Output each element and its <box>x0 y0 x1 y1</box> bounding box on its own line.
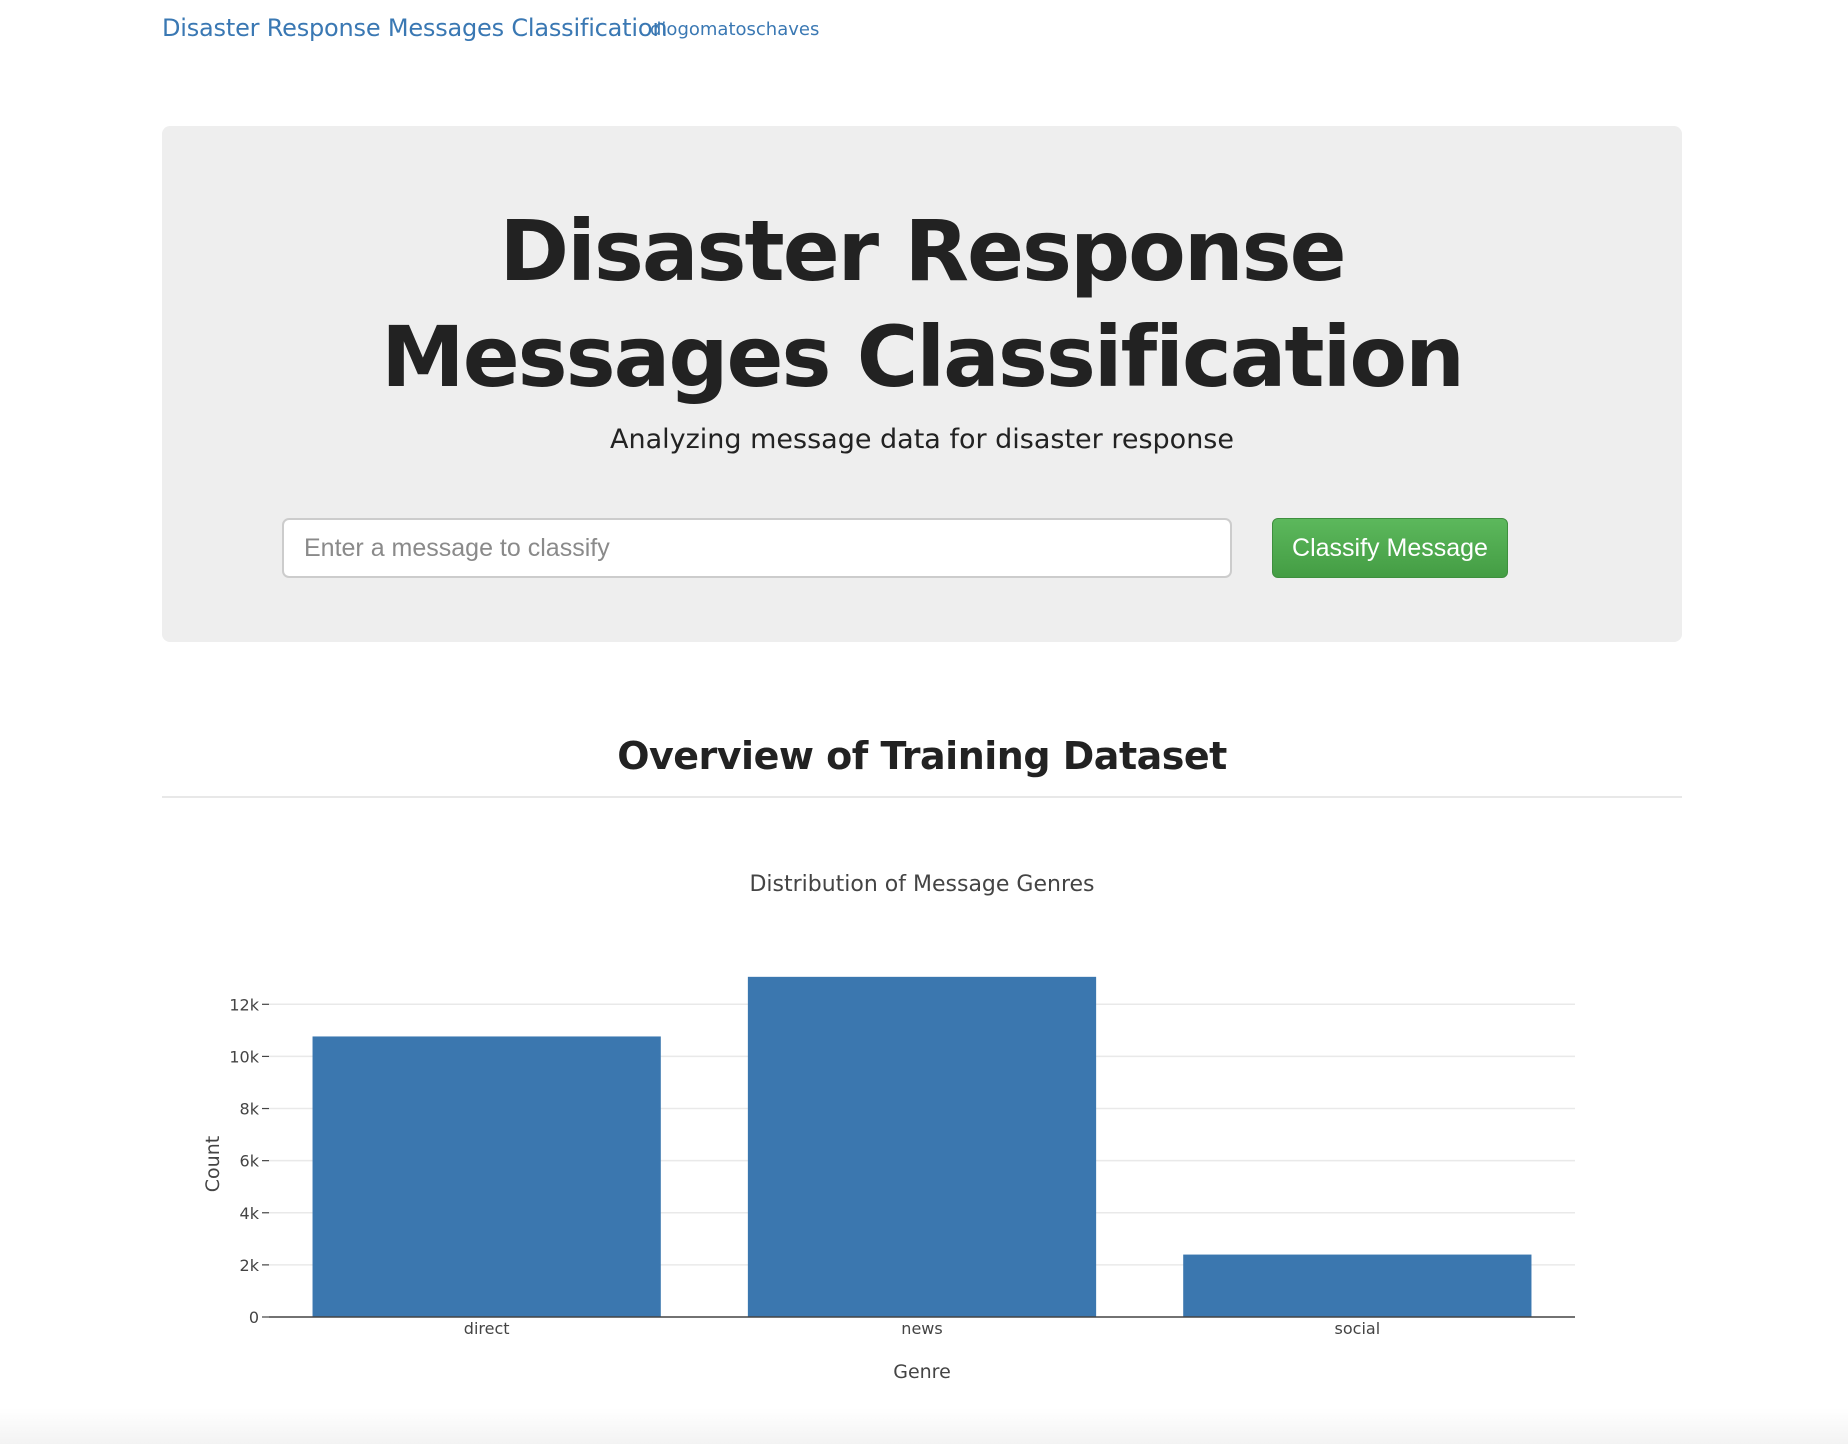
page-subtitle: Analyzing message data for disaster resp… <box>610 424 1234 455</box>
chart-bars <box>312 976 1532 1317</box>
overview-title: Overview of Training Dataset <box>617 734 1227 778</box>
classify-message-button[interactable]: Classify Message <box>1272 518 1508 578</box>
page-title: Disaster Response Messages Classificatio… <box>162 198 1682 410</box>
chart-y-ticks: 0 2k 4k 6k 8k 10k 12k <box>229 995 269 1327</box>
genre-distribution-chart: Distribution of Message Genres 0 2k 4k 6k 8k… <box>202 872 1575 1383</box>
chart-bar-news <box>747 976 1097 1317</box>
chart-y-axis-label: Count <box>202 1136 224 1192</box>
chart-x-tick-label-news: news <box>901 1319 942 1338</box>
navbar: Disaster Response Messages Classificatio… <box>0 0 1848 60</box>
chart-bar-direct <box>312 1036 661 1317</box>
chart-x-tick-label-social: social <box>1335 1319 1381 1338</box>
chart-x-tick-label-direct: direct <box>464 1319 510 1338</box>
chart-bar-social <box>1183 1254 1532 1317</box>
chart-x-axis-label: Genre <box>893 1361 951 1383</box>
chart-x-ticks: direct news social <box>464 1319 1380 1338</box>
chart-y-tick-label: 0 <box>249 1308 259 1327</box>
chart-title: Distribution of Message Genres <box>749 872 1094 897</box>
hero-panel: Disaster Response Messages Classificatio… <box>162 126 1682 642</box>
navbar-user-link[interactable]: diogomatoschaves <box>650 19 820 40</box>
navbar-brand-link[interactable]: Disaster Response Messages Classificatio… <box>162 14 668 42</box>
message-input[interactable] <box>282 518 1232 578</box>
chart-y-tick-label: 4k <box>240 1204 260 1223</box>
page-title-line-2: Messages Classification <box>381 308 1465 406</box>
chart-y-tick-label: 10k <box>229 1047 259 1066</box>
chart-y-tick-label: 12k <box>229 995 259 1014</box>
chart-y-tick-label: 2k <box>240 1256 260 1275</box>
chart-y-tick-label: 8k <box>240 1100 260 1119</box>
chart-y-tick-label: 6k <box>240 1152 260 1171</box>
page-title-line-1: Disaster Response <box>499 202 1346 300</box>
overview-divider <box>162 796 1682 798</box>
page-bottom-edge <box>0 1408 1848 1444</box>
